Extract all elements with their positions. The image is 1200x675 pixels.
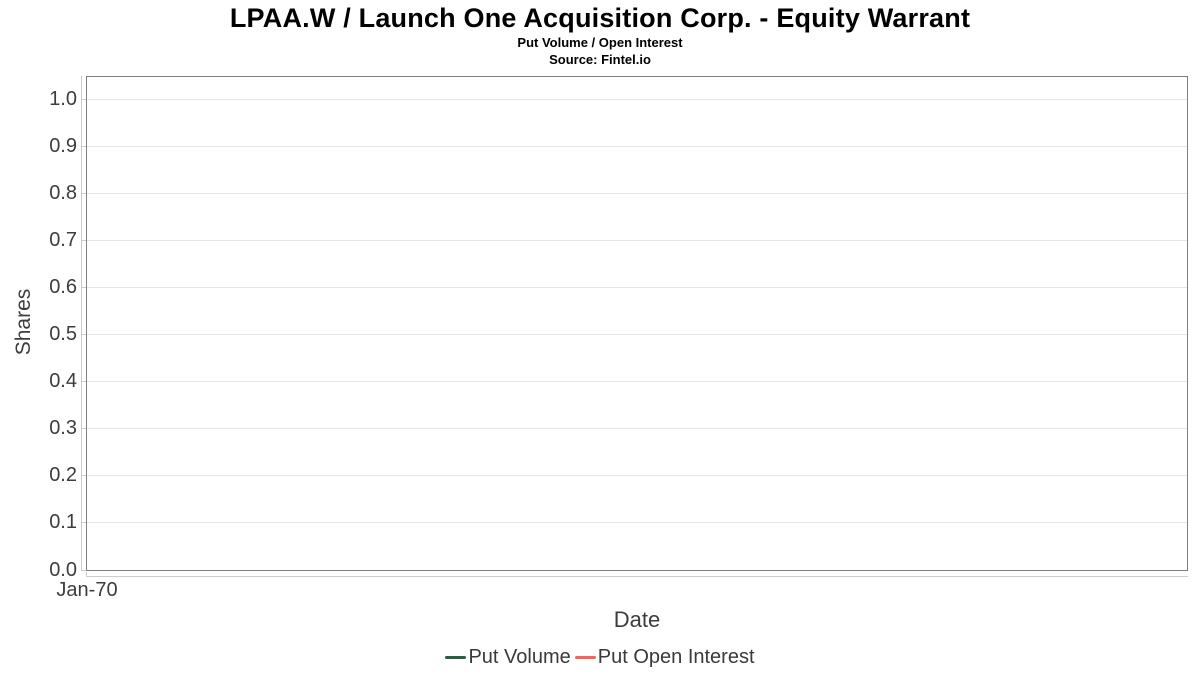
y-gridline	[87, 522, 1187, 523]
chart-title: LPAA.W / Launch One Acquisition Corp. - …	[229, 3, 971, 33]
y-tick-label: 0.1	[49, 511, 77, 533]
legend-label: Put Volume	[468, 646, 571, 668]
y-tick-label: 0.3	[49, 417, 77, 439]
legend-item[interactable]: Put Volume	[445, 646, 571, 669]
legend-marker	[574, 656, 596, 659]
y-tick-mark	[81, 240, 86, 241]
y-tick-label: 0.5	[49, 323, 77, 345]
y-tick-mark	[81, 522, 86, 523]
y-gridline	[87, 193, 1187, 194]
y-axis-line	[81, 76, 82, 571]
y-tick-mark	[81, 193, 86, 194]
chart-source: Source: Fintel.io	[549, 52, 651, 67]
y-tick-mark	[81, 287, 86, 288]
y-tick-label: 0.8	[49, 182, 77, 204]
legend-label: Put Open Interest	[597, 646, 755, 668]
legend-item[interactable]: Put Open Interest	[574, 646, 755, 669]
y-tick-mark	[81, 381, 86, 382]
x-tick-label: Jan-70	[56, 579, 118, 601]
y-gridline	[87, 240, 1187, 241]
y-tick-label: 0.9	[49, 135, 77, 157]
y-tick-label: 0.7	[49, 229, 77, 251]
y-tick-mark	[81, 570, 86, 571]
x-tick-mark	[86, 572, 87, 577]
y-tick-label: 0.6	[49, 276, 77, 298]
y-tick-mark	[81, 146, 86, 147]
y-tick-label: 0.2	[49, 464, 77, 486]
y-tick-label: 0.4	[49, 370, 77, 392]
plot-area	[86, 76, 1188, 571]
x-axis-line	[86, 576, 1188, 577]
y-gridline	[87, 334, 1187, 335]
legend: Put Volume Put Open Interest	[0, 646, 1200, 669]
legend-marker	[445, 656, 467, 659]
y-tick-mark	[81, 428, 86, 429]
y-gridline	[87, 99, 1187, 100]
y-tick-mark	[81, 99, 86, 100]
chart-subtitle: Put Volume / Open Interest	[517, 35, 683, 50]
y-gridline	[87, 287, 1187, 288]
y-tick-label: 0.0	[49, 559, 77, 581]
y-axis-title: Shares	[12, 288, 35, 356]
y-gridline	[87, 381, 1187, 382]
y-gridline	[87, 146, 1187, 147]
y-gridline	[87, 475, 1187, 476]
y-tick-label: 1.0	[49, 88, 77, 110]
y-tick-mark	[81, 475, 86, 476]
x-axis-title: Date	[613, 607, 661, 632]
y-gridline	[87, 428, 1187, 429]
y-tick-mark	[81, 334, 86, 335]
